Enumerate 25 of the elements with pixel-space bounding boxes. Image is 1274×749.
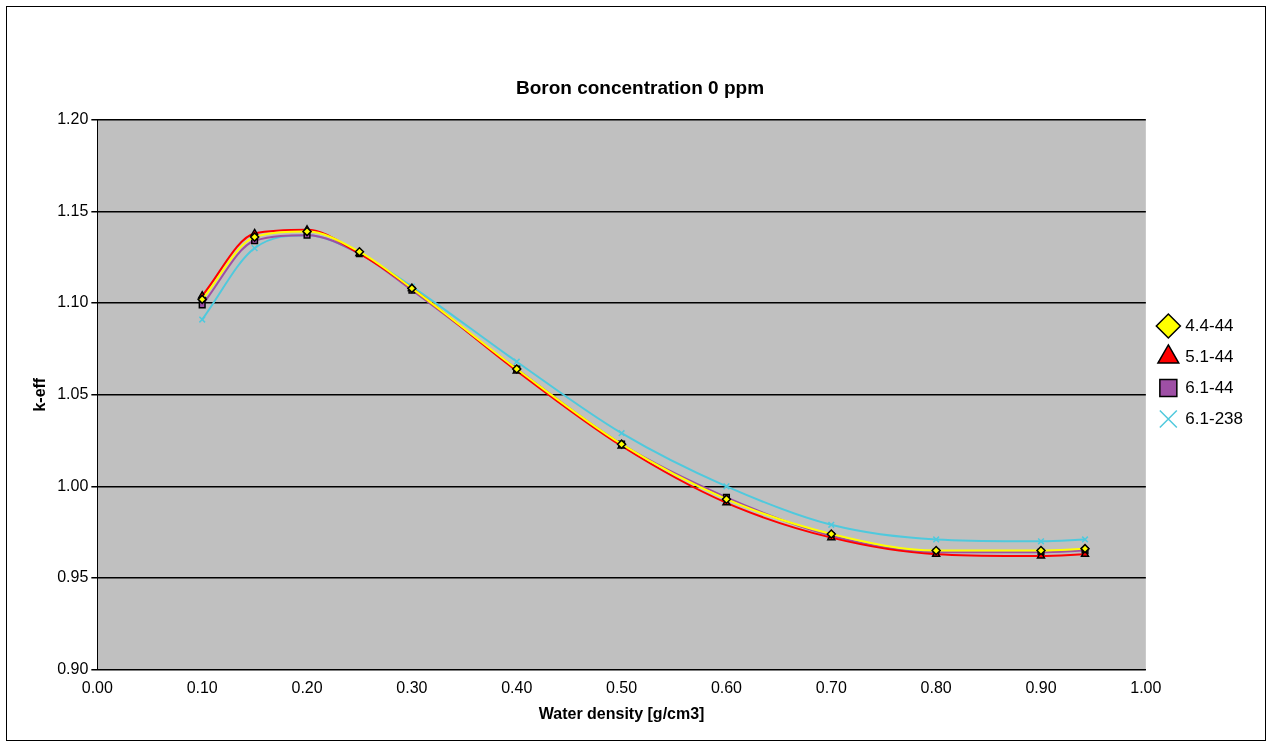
y-tick-label: 1.20 [57,110,89,128]
x-tick-label: 0.70 [815,678,847,696]
y-tick-label: 0.90 [57,660,89,678]
y-tick-label: 0.95 [57,568,89,586]
y-axis-title: k-eff [31,377,49,412]
x-tick-label: 1.00 [1130,678,1162,696]
y-tick-label: 1.05 [57,385,89,403]
chart-title: Boron concentration 0 ppm [515,76,765,98]
y-tick-label: 1.10 [57,293,89,311]
y-tick-label: 1.15 [57,201,89,219]
x-tick-label: 0.60 [710,678,743,696]
x-tick-label: 0.30 [396,678,428,696]
x-tick-label: 0.00 [81,678,114,696]
x-tick-label: 0.10 [186,678,218,696]
y-tick-label: 1.00 [57,476,89,494]
legend-label: 5.1-44 [1185,346,1234,366]
x-axis-title: Water density [g/cm3] [538,704,705,722]
legend-label: 6.1-44 [1185,377,1234,397]
x-tick-label: 0.50 [606,678,638,696]
legend-label: 4.4-44 [1185,315,1234,335]
x-tick-label: 0.80 [920,678,952,696]
x-tick-label: 0.90 [1025,678,1057,696]
x-tick-label: 0.20 [291,678,323,696]
legend-label: 6.1-238 [1185,408,1244,428]
x-tick-label: 0.40 [501,678,533,696]
